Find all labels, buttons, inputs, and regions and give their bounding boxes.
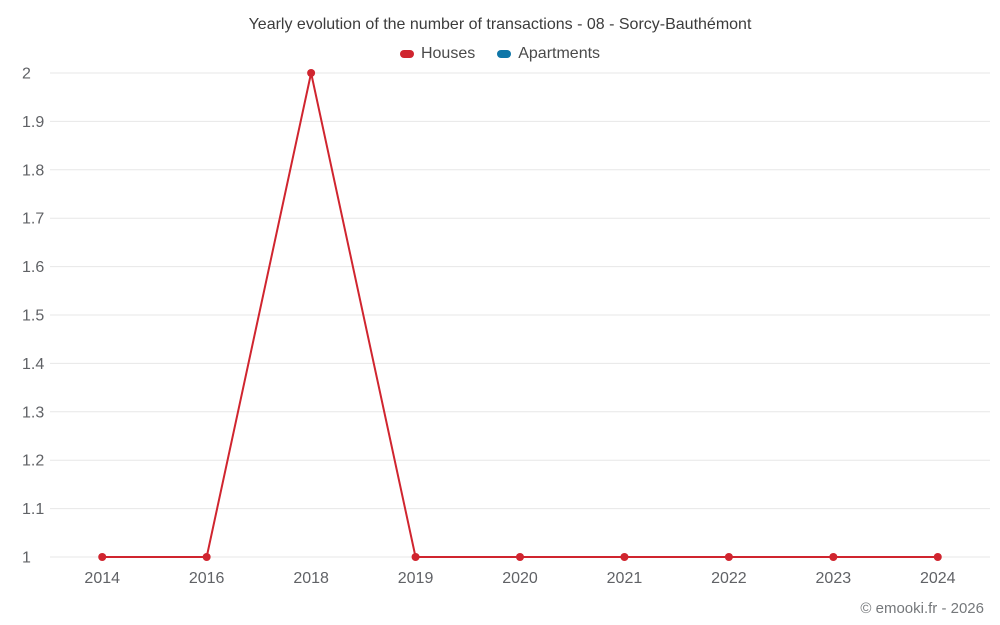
svg-text:2024: 2024	[920, 570, 956, 587]
svg-text:2: 2	[22, 66, 31, 83]
svg-text:2022: 2022	[711, 570, 747, 587]
svg-text:2019: 2019	[398, 570, 434, 587]
svg-text:1.9: 1.9	[22, 114, 44, 131]
legend-item-houses[interactable]: Houses	[399, 45, 476, 63]
svg-text:1.6: 1.6	[22, 259, 44, 276]
svg-text:1.7: 1.7	[22, 211, 44, 228]
footer-credit: © emooki.fr - 2026	[860, 600, 984, 617]
svg-text:2016: 2016	[189, 570, 225, 587]
svg-text:1.5: 1.5	[22, 308, 44, 325]
houses-series-marker-icon	[399, 50, 414, 58]
legend-item-apartments[interactable]: Apartments	[497, 45, 600, 63]
legend-label-houses: Houses	[420, 45, 476, 62]
svg-text:1.1: 1.1	[22, 501, 44, 518]
svg-text:1.4: 1.4	[22, 356, 44, 373]
svg-text:2020: 2020	[502, 570, 538, 587]
legend: Houses Apartments	[0, 45, 1000, 63]
svg-text:2018: 2018	[293, 570, 329, 587]
svg-text:2014: 2014	[84, 570, 120, 587]
svg-text:1.2: 1.2	[22, 453, 44, 470]
legend-label-apartments: Apartments	[518, 45, 601, 62]
apartments-series-marker-icon	[497, 50, 512, 58]
svg-text:1.3: 1.3	[22, 404, 44, 421]
svg-text:2021: 2021	[607, 570, 643, 587]
chart-title: Yearly evolution of the number of transa…	[248, 16, 752, 33]
svg-text:1: 1	[22, 550, 31, 567]
svg-text:1.8: 1.8	[22, 162, 44, 179]
svg-text:2023: 2023	[816, 570, 852, 587]
